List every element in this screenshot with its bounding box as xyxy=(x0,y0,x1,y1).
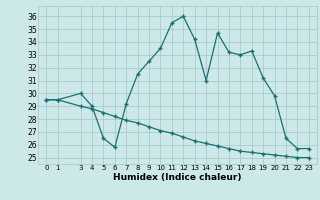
X-axis label: Humidex (Indice chaleur): Humidex (Indice chaleur) xyxy=(113,173,242,182)
